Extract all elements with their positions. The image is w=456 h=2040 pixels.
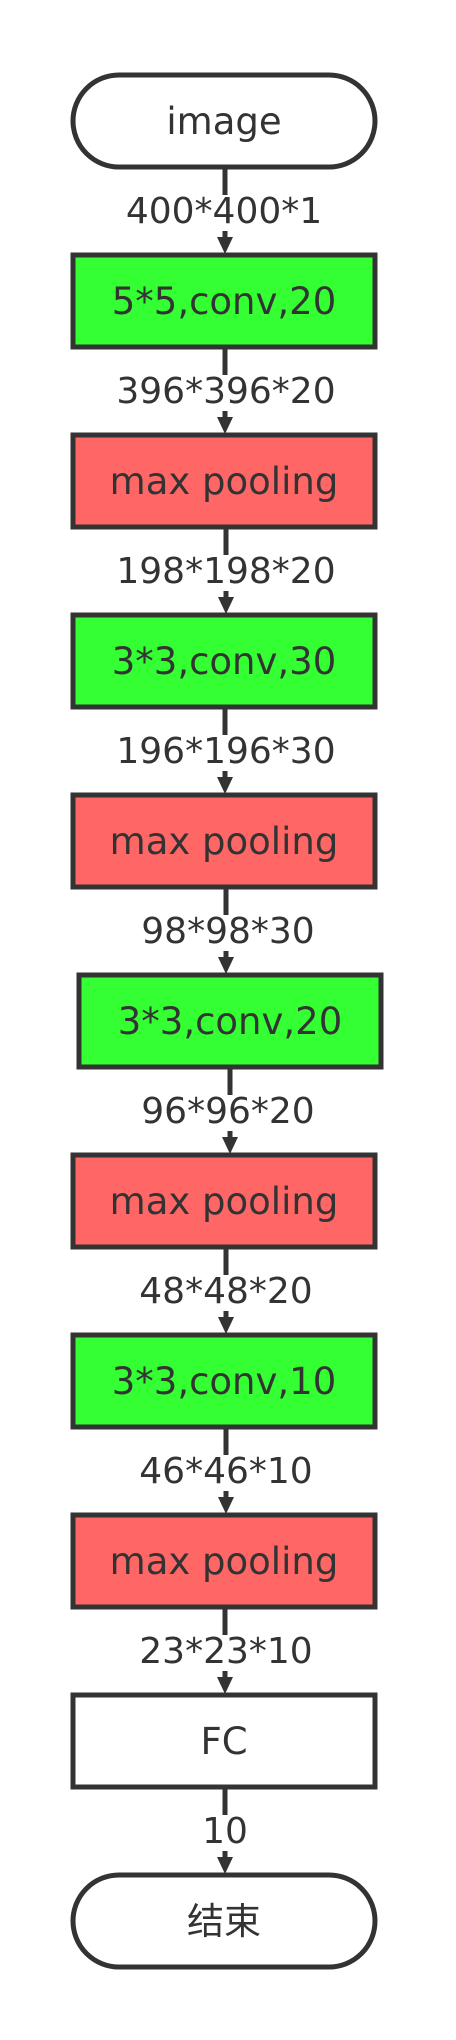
- end-node: [70, 1872, 378, 1970]
- tensor-shape-label: 396*396*20: [116, 371, 335, 412]
- node-label: 结束: [187, 1900, 261, 1943]
- tensor-shape-label: 196*196*30: [116, 731, 335, 772]
- arrowhead: [217, 237, 233, 254]
- arrowhead: [217, 417, 233, 434]
- fc-layer-node: [70, 1692, 378, 1790]
- tensor-shape-label: 23*23*10: [139, 1631, 312, 1672]
- tensor-shape-label: 96*96*20: [141, 1091, 314, 1132]
- arrowhead: [218, 1317, 234, 1334]
- arrowhead: [218, 597, 234, 614]
- tensor-shape-label: 48*48*20: [139, 1271, 312, 1312]
- arrowhead: [217, 1677, 233, 1694]
- node-label: FC: [200, 1720, 247, 1763]
- arrowhead: [218, 957, 234, 974]
- max-pooling-node: [70, 432, 378, 530]
- arrowhead: [217, 777, 233, 794]
- conv-layer-node: [70, 612, 378, 710]
- arrowhead: [217, 1857, 233, 1874]
- node-label: max pooling: [110, 1540, 339, 1583]
- node-label: image: [166, 100, 281, 143]
- tensor-shape-label: 46*46*10: [139, 1451, 312, 1492]
- node-label: 3*3,conv,30: [112, 640, 337, 683]
- conv-layer-node: [70, 1332, 378, 1430]
- conv-layer-node: [76, 972, 384, 1070]
- node-label: max pooling: [110, 460, 339, 503]
- node-label: 3*3,conv,20: [118, 1000, 343, 1043]
- max-pooling-node: [70, 1512, 378, 1610]
- node-label: max pooling: [110, 1180, 339, 1223]
- tensor-shape-label: 98*98*30: [141, 911, 314, 952]
- conv-layer-node: [70, 252, 378, 350]
- arrowhead: [218, 1497, 234, 1514]
- node-label: max pooling: [110, 820, 339, 863]
- tensor-shape-label: 10: [202, 1811, 248, 1852]
- node-label: 5*5,conv,20: [112, 280, 337, 323]
- max-pooling-node: [70, 792, 378, 890]
- max-pooling-node: [70, 1152, 378, 1250]
- node-label: 3*3,conv,10: [112, 1360, 337, 1403]
- tensor-shape-label: 198*198*20: [116, 551, 335, 592]
- start-node-image: [70, 72, 378, 170]
- arrowhead: [222, 1137, 238, 1154]
- tensor-shape-label: 400*400*1: [126, 191, 322, 232]
